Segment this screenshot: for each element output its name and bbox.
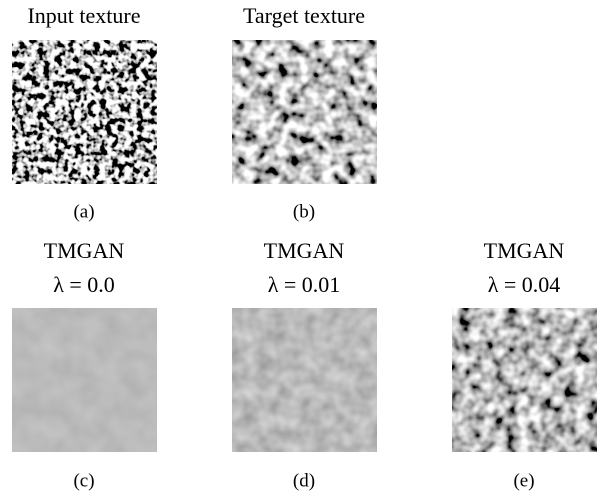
panel-title: Input texture: [27, 3, 140, 28]
panel-subtitle: λ = 0.04: [488, 272, 561, 297]
panel-title: Target texture: [243, 3, 365, 28]
texture-image: [232, 40, 377, 184]
panel-title: TMGAN: [484, 238, 565, 263]
panel-title: TMGAN: [44, 238, 125, 263]
panel-subtitle: λ = 0.0: [53, 272, 115, 297]
texture-image: [12, 40, 157, 184]
texture-image: [452, 308, 597, 452]
panel-caption: (b): [293, 201, 315, 222]
texture-image: [12, 308, 157, 452]
panel-caption: (e): [513, 470, 534, 491]
panel-caption: (a): [73, 201, 94, 222]
panel-title: TMGAN: [264, 238, 345, 263]
figure: Input texture (a) Target texture (b) TMG…: [0, 0, 603, 496]
texture-image: [232, 308, 377, 452]
panel-caption: (d): [293, 470, 315, 491]
panel-subtitle: λ = 0.01: [268, 272, 341, 297]
panel-caption: (c): [73, 470, 94, 491]
